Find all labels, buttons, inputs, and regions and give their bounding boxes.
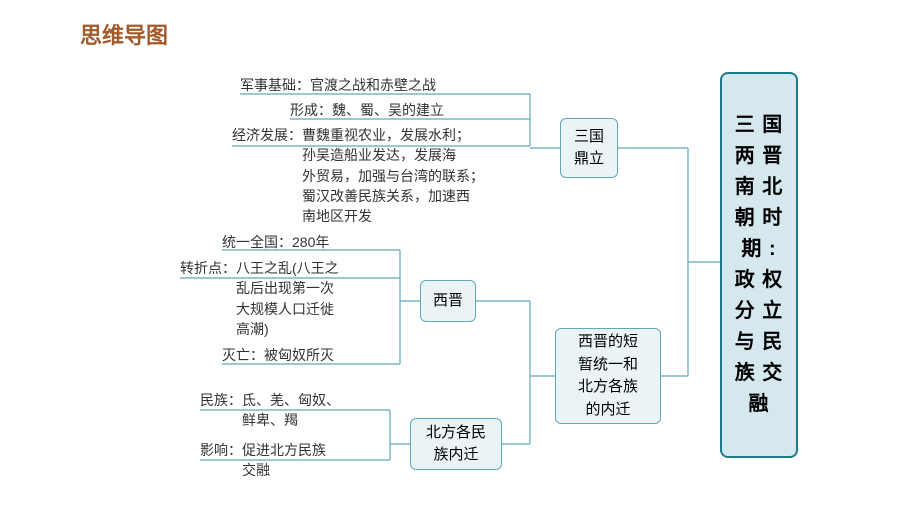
detail-sanguo-0: 军事基础：官渡之战和赤壁之战 xyxy=(240,75,530,95)
detail-beifang-0: 民族：氐、羌、匈奴、 鲜卑、羯 xyxy=(200,390,400,431)
root-node: 三 国两 晋南 北朝 时期 :政 权分 立与 民族 交融 xyxy=(720,72,798,458)
detail-xijin-2: 灭亡：被匈奴所灭 xyxy=(222,345,402,365)
detail-sanguo-2: 经济发展：曹魏重视农业，发展水利； 孙吴造船业发达，发展海 外贸易，加强与台湾的… xyxy=(232,125,532,226)
node-xijin-composite: 西晋的短暂统一和北方各族的内迁 xyxy=(555,328,661,424)
detail-sanguo-1: 形成：魏、蜀、吴的建立 xyxy=(290,100,530,120)
detail-beifang-1: 影响：促进北方民族 交融 xyxy=(200,440,400,481)
node-xijin: 西晋 xyxy=(420,280,476,322)
node-beifang: 北方各民族内迁 xyxy=(410,418,502,470)
detail-xijin-0: 统一全国：280年 xyxy=(222,232,402,252)
node-sanguo: 三国鼎立 xyxy=(560,118,618,178)
detail-xijin-1: 转折点：八王之乱(八王之 乱后出现第一次 大规模人口迁徙 高潮) xyxy=(180,258,400,339)
